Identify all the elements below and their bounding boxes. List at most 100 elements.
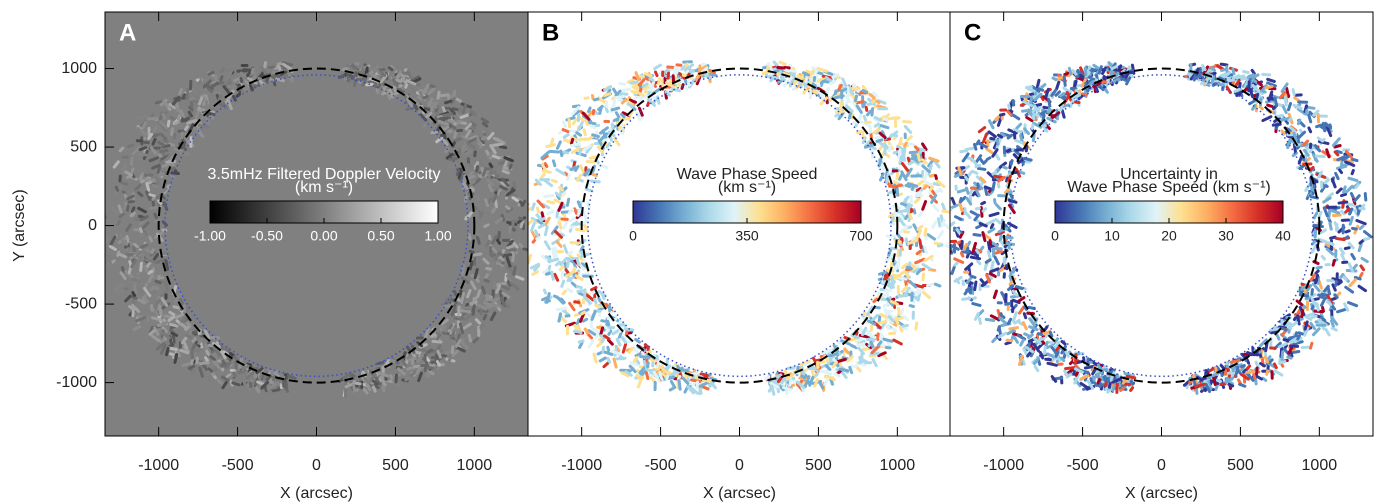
texture-stroke: [695, 380, 700, 390]
texture-stroke: [448, 323, 453, 330]
texture-stroke: [379, 74, 388, 84]
texture-stroke: [923, 169, 930, 181]
texture-stroke: [1054, 90, 1062, 97]
texture-stroke: [1023, 305, 1028, 311]
texture-stroke: [124, 294, 132, 303]
texture-stroke: [246, 69, 252, 78]
texture-stroke: [1016, 334, 1027, 341]
texture-stroke: [165, 346, 170, 357]
texture-stroke: [1357, 284, 1368, 293]
texture-stroke: [1312, 109, 1320, 117]
texture-stroke: [1054, 345, 1061, 353]
texture-stroke: [1344, 229, 1351, 234]
texture-stroke: [157, 140, 166, 147]
texture-stroke: [882, 302, 890, 308]
texture-stroke: [1022, 347, 1028, 356]
texture-stroke: [1059, 92, 1066, 98]
texture-stroke: [603, 85, 613, 92]
texture-stroke: [971, 241, 978, 254]
texture-stroke: [179, 322, 187, 329]
texture-stroke: [977, 141, 988, 149]
texture-stroke: [459, 309, 472, 314]
texture-stroke: [1119, 386, 1125, 392]
texture-stroke: [447, 118, 455, 124]
texture-stroke: [1033, 92, 1043, 102]
texture-stroke: [425, 348, 434, 355]
texture-stroke: [930, 193, 938, 204]
texture-stroke: [445, 152, 454, 160]
texture-stroke: [1048, 330, 1054, 338]
texture-stroke: [1088, 358, 1099, 367]
texture-stroke: [376, 361, 385, 366]
texture-stroke: [567, 208, 575, 215]
texture-stroke: [678, 72, 684, 78]
texture-stroke: [468, 260, 474, 271]
texture-stroke: [876, 99, 887, 105]
texture-stroke: [1304, 108, 1309, 116]
texture-stroke: [855, 104, 863, 114]
texture-stroke: [554, 260, 562, 267]
texture-stroke: [1067, 66, 1073, 76]
texture-stroke: [992, 289, 998, 300]
texture-stroke: [1261, 115, 1273, 123]
texture-stroke: [1007, 174, 1012, 183]
texture-stroke: [1310, 314, 1318, 320]
texture-stroke: [982, 159, 988, 165]
texture-stroke: [467, 333, 473, 343]
texture-stroke: [648, 356, 660, 364]
texture-stroke: [139, 227, 144, 234]
texture-stroke: [1259, 362, 1266, 368]
texture: [950, 61, 1373, 395]
texture-stroke: [783, 68, 791, 73]
texture-stroke: [867, 333, 877, 339]
texture-stroke: [967, 266, 972, 276]
texture-stroke: [1273, 96, 1279, 108]
texture-stroke: [861, 101, 867, 109]
texture-stroke: [361, 79, 367, 87]
texture-stroke: [662, 68, 670, 74]
texture-stroke: [479, 323, 485, 330]
colorbar-tick-label: 20: [1161, 228, 1177, 244]
texture-stroke: [941, 202, 947, 213]
texture-stroke: [142, 322, 148, 332]
texture-stroke: [436, 349, 442, 359]
texture-stroke: [658, 371, 664, 381]
texture-stroke: [1017, 305, 1026, 315]
texture-stroke: [796, 74, 803, 79]
texture-stroke: [551, 159, 557, 168]
texture-stroke: [482, 257, 490, 265]
texture-stroke: [921, 290, 932, 300]
texture-stroke: [1036, 332, 1043, 336]
texture-stroke: [129, 156, 134, 166]
texture-stroke: [690, 386, 699, 395]
texture-stroke: [979, 206, 984, 218]
texture-stroke: [344, 382, 356, 389]
texture-stroke: [826, 357, 835, 367]
texture-stroke: [1012, 153, 1020, 160]
texture-stroke: [847, 110, 853, 120]
texture-stroke: [168, 102, 176, 110]
texture-stroke: [613, 94, 626, 100]
texture-stroke: [1227, 78, 1236, 83]
texture-stroke: [151, 271, 163, 277]
texture-stroke: [492, 194, 498, 203]
texture-stroke: [583, 168, 591, 176]
texture-stroke: [1266, 103, 1274, 109]
texture-stroke: [459, 113, 471, 119]
texture-stroke: [593, 297, 598, 305]
texture-stroke: [546, 209, 555, 216]
texture-stroke: [162, 138, 169, 144]
texture-stroke: [486, 179, 495, 187]
texture-stroke: [1024, 345, 1035, 354]
texture-stroke: [185, 333, 193, 340]
texture-stroke: [808, 375, 815, 387]
texture-stroke: [1240, 364, 1246, 369]
texture-stroke: [927, 159, 935, 168]
texture-stroke: [908, 280, 918, 289]
texture-stroke: [906, 135, 913, 142]
texture-stroke: [542, 268, 549, 274]
texture-stroke: [1325, 192, 1334, 200]
texture-stroke: [988, 272, 997, 278]
texture-stroke: [228, 351, 236, 358]
